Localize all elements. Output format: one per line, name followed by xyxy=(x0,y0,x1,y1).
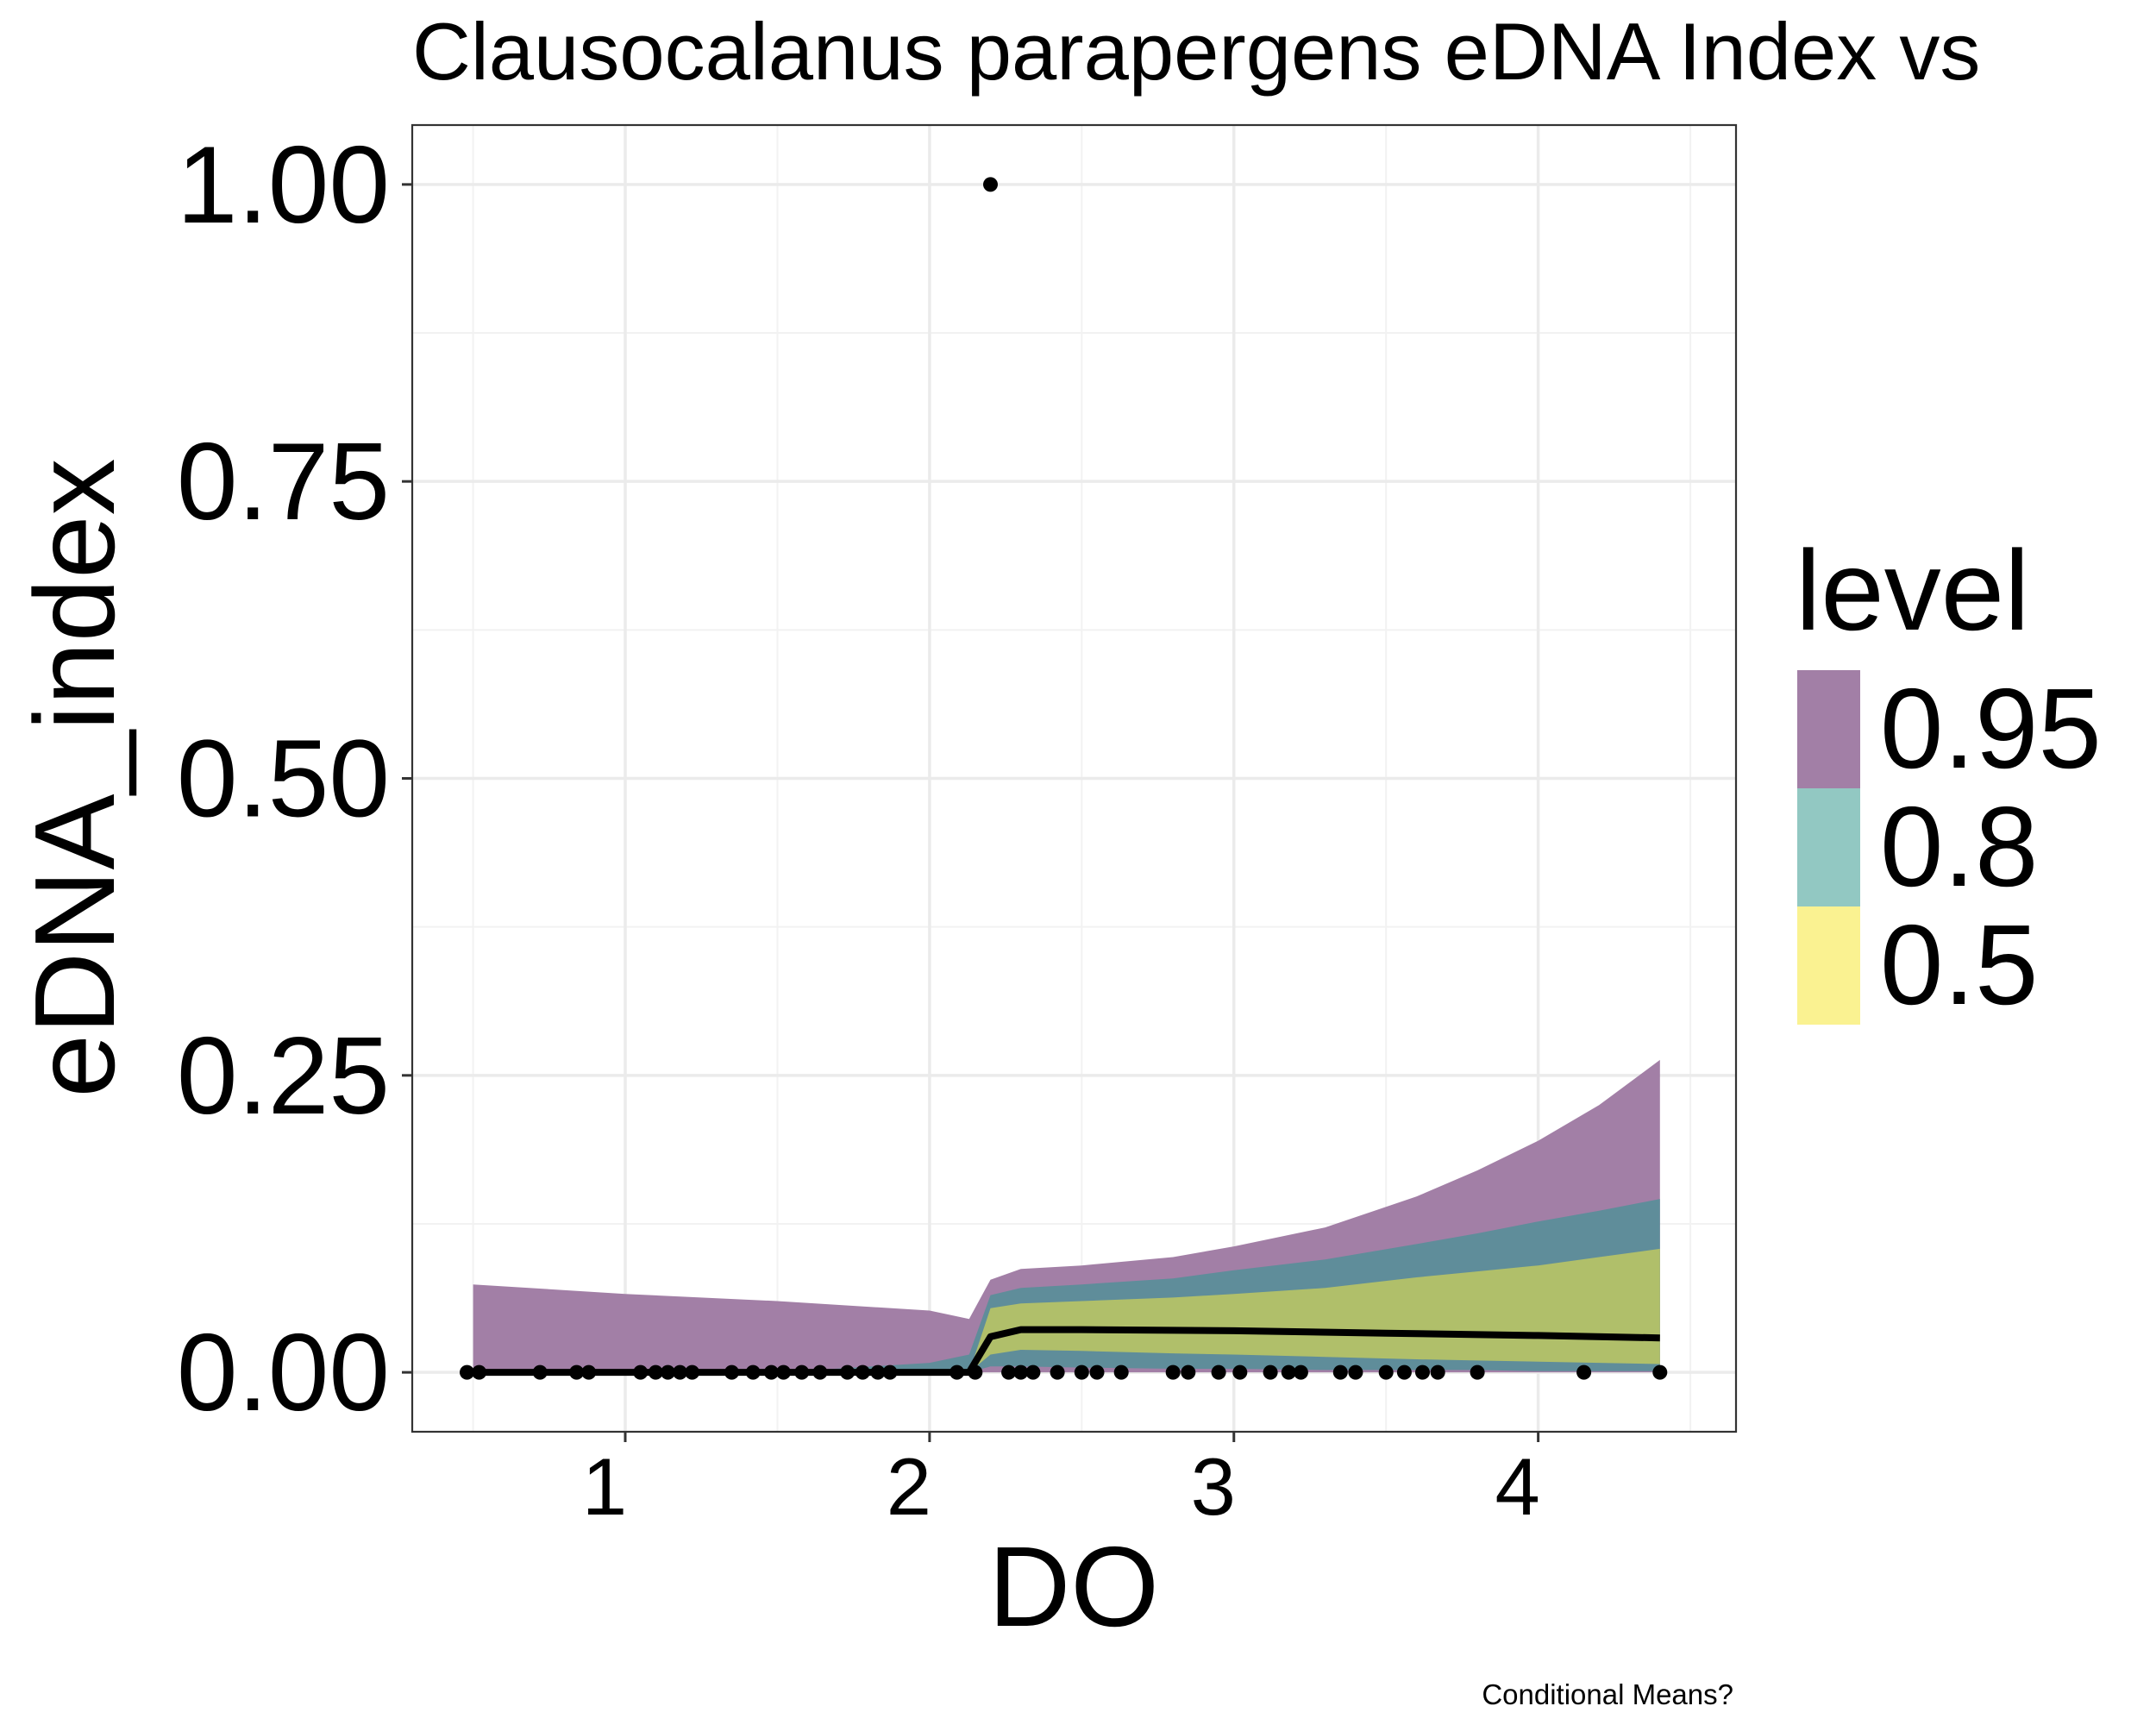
legend-label: 0.8 xyxy=(1880,783,2039,910)
data-point xyxy=(1293,1364,1308,1380)
data-point xyxy=(673,1364,687,1380)
data-point xyxy=(1165,1364,1181,1380)
data-point xyxy=(1576,1364,1592,1380)
data-point xyxy=(1001,1364,1017,1380)
data-point xyxy=(648,1364,663,1380)
data-point xyxy=(472,1364,487,1380)
x-axis: 1 2 3 4 xyxy=(582,1432,1540,1532)
x-tick-label: 1 xyxy=(582,1441,627,1532)
data-point xyxy=(532,1364,548,1380)
data-point xyxy=(1281,1364,1296,1380)
conditional-mean-line-group xyxy=(473,1326,1660,1377)
y-axis: 0.00 0.25 0.50 0.75 1.00 xyxy=(177,123,412,1433)
confidence-bands xyxy=(473,1059,1660,1373)
y-tick-label: 0.50 xyxy=(177,718,390,840)
data-point xyxy=(724,1364,739,1380)
data-point xyxy=(1348,1364,1363,1380)
data-point xyxy=(633,1364,649,1380)
data-point xyxy=(1263,1364,1278,1380)
caption: Conditional Means? xyxy=(1482,1678,1733,1710)
data-point xyxy=(660,1364,675,1380)
y-tick-label: 0.00 xyxy=(177,1311,390,1433)
data-point xyxy=(763,1364,779,1380)
chart-title: Clausocalanus parapergens eDNA Index vs xyxy=(412,6,1980,97)
legend-label: 0.95 xyxy=(1880,665,2102,792)
data-point xyxy=(1050,1364,1065,1380)
x-axis-label: DO xyxy=(988,1523,1159,1650)
data-point xyxy=(968,1364,983,1380)
data-point xyxy=(882,1364,898,1380)
data-point xyxy=(1332,1364,1348,1380)
data-point xyxy=(1113,1364,1129,1380)
data-point xyxy=(855,1364,870,1380)
legend: level 0.950.80.5 xyxy=(1796,527,2102,1028)
y-axis-label: eDNA_index xyxy=(11,458,138,1097)
legend-key-0-5 xyxy=(1797,906,1860,1025)
data-point xyxy=(1074,1364,1089,1380)
x-tick-label: 3 xyxy=(1191,1441,1236,1532)
data-point xyxy=(581,1364,597,1380)
y-tick-label: 0.75 xyxy=(177,420,390,543)
legend-key-0-95 xyxy=(1797,670,1860,788)
data-point xyxy=(1470,1364,1485,1380)
legend-label: 0.5 xyxy=(1880,901,2039,1028)
x-tick-label: 2 xyxy=(887,1441,931,1532)
data-point xyxy=(840,1364,856,1380)
data-point xyxy=(1430,1364,1445,1380)
data-points xyxy=(460,177,1668,1380)
y-tick-label: 0.25 xyxy=(177,1014,390,1137)
data-point xyxy=(812,1364,828,1380)
data-point xyxy=(745,1364,761,1380)
band-0-5 xyxy=(473,1248,1660,1373)
data-point xyxy=(1025,1364,1041,1380)
data-point xyxy=(1415,1364,1430,1380)
y-tick-label: 1.00 xyxy=(177,123,390,246)
data-point xyxy=(1652,1364,1668,1380)
data-point xyxy=(1232,1364,1248,1380)
data-point xyxy=(870,1364,886,1380)
data-point xyxy=(1378,1364,1394,1380)
data-point xyxy=(460,1364,474,1380)
data-point xyxy=(1013,1364,1029,1380)
conditional-mean-line xyxy=(473,1326,1660,1377)
legend-key-0-8 xyxy=(1797,788,1860,906)
data-point xyxy=(1211,1364,1226,1380)
data-point xyxy=(1181,1364,1196,1380)
legend-title: level xyxy=(1796,527,2029,654)
data-point xyxy=(794,1364,810,1380)
data-point xyxy=(1089,1364,1105,1380)
data-point xyxy=(685,1364,700,1380)
data-point xyxy=(983,177,998,192)
data-point xyxy=(1396,1364,1412,1380)
data-point xyxy=(776,1364,791,1380)
major-gridlines xyxy=(412,125,1736,1432)
data-point xyxy=(569,1364,585,1380)
data-point xyxy=(950,1364,965,1380)
x-tick-label: 4 xyxy=(1495,1441,1539,1532)
